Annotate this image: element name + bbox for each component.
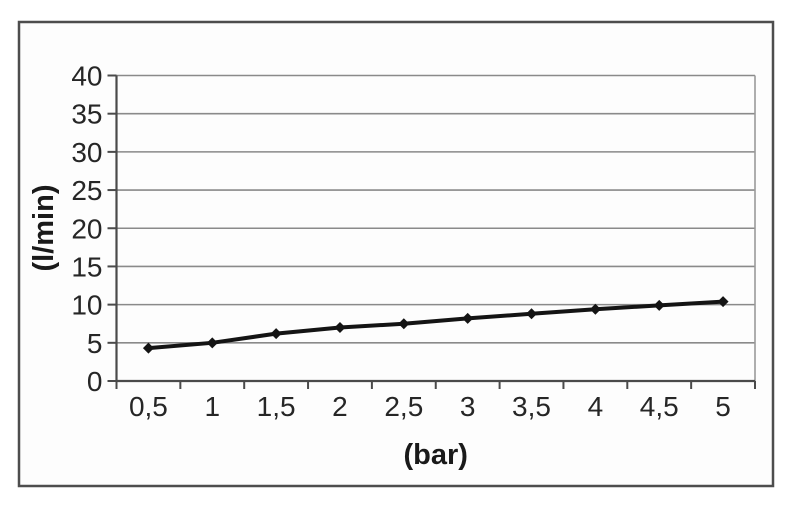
data-point-marker: [334, 322, 346, 334]
y-tick-label: 35: [71, 99, 102, 130]
data-point-marker: [717, 296, 729, 308]
data-point-marker: [589, 303, 601, 315]
x-tick-label: 0,5: [129, 391, 168, 422]
x-tick-label: 5: [715, 391, 731, 422]
y-tick-label: 25: [71, 175, 102, 206]
y-tick-label: 0: [87, 366, 103, 397]
x-tick-label: 4: [588, 391, 604, 422]
data-point-marker: [526, 308, 538, 320]
x-tick-label: 2,5: [384, 391, 423, 422]
y-tick-label: 20: [71, 213, 102, 244]
data-series: [142, 296, 729, 354]
y-tick-label: 5: [87, 328, 103, 359]
chart-border: [17, 20, 775, 488]
data-point-marker: [462, 312, 474, 324]
y-tick-label: 40: [71, 61, 102, 92]
x-axis-title: (bar): [404, 439, 468, 471]
tick-labels: 0 5 10 15 20 25 30 35 40 0,5 1 1,5 2 2,5 3 3,5 4 4,5 5: [71, 61, 731, 423]
tick-marks: [107, 74, 756, 389]
x-tick-label: 4,5: [640, 391, 679, 422]
y-tick-label: 30: [71, 137, 102, 168]
data-point-marker: [398, 318, 410, 330]
x-tick-label: 1: [204, 391, 220, 422]
data-point-marker: [270, 328, 282, 340]
y-tick-label: 15: [71, 251, 102, 282]
data-point-marker: [653, 299, 665, 311]
x-tick-label: 1,5: [257, 391, 296, 422]
data-point-marker: [206, 337, 218, 349]
y-axis-title: (l/min): [28, 185, 60, 272]
y-tick-label: 10: [71, 290, 102, 321]
x-tick-label: 3,5: [512, 391, 551, 422]
x-tick-label: 2: [332, 391, 348, 422]
x-tick-label: 3: [460, 391, 476, 422]
data-point-marker: [142, 342, 154, 354]
chart-frame: [17, 20, 775, 488]
series-line: [146, 299, 726, 351]
